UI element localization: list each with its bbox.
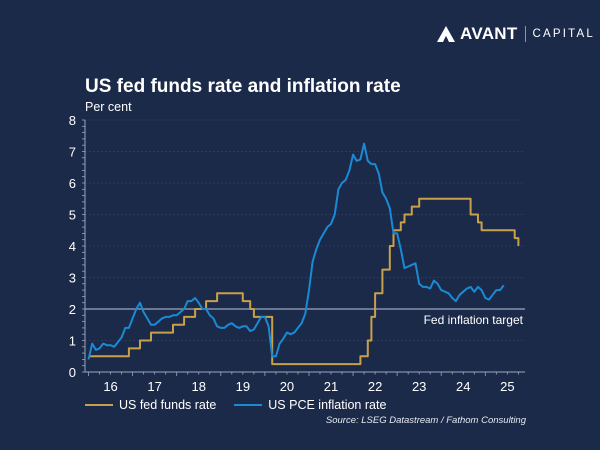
legend-swatch-fed: [85, 404, 113, 406]
x-tick-label: 21: [324, 379, 338, 394]
y-tick-label: 7: [69, 145, 76, 160]
x-tick-label: 20: [280, 379, 294, 394]
brand-name: AVANT: [460, 24, 518, 43]
y-tick-label: 2: [69, 302, 76, 317]
x-tick-label: 19: [236, 379, 250, 394]
x-tick-label: 23: [412, 379, 426, 394]
y-axis: 0 1 2 3 4 5 6 7 8: [69, 113, 86, 380]
legend-label-pce: US PCE inflation rate: [268, 398, 387, 412]
y-tick-label: 5: [69, 208, 76, 223]
legend-label-fed: US fed funds rate: [119, 398, 217, 412]
series-group: [87, 142, 520, 366]
x-tick-label: 18: [192, 379, 206, 394]
series-line-fed-funds: [88, 197, 520, 366]
x-tick-label: 24: [456, 379, 470, 394]
y-tick-label: 6: [69, 176, 76, 191]
x-axis: 16 17 18 19 20 21 22 23 24 25: [85, 371, 525, 394]
inflation-target-label: Fed inflation target: [424, 313, 524, 327]
brand-division: CAPITAL: [532, 28, 596, 40]
y-axis-unit-label: Per cent: [85, 100, 132, 114]
x-tick-label: 17: [147, 379, 161, 394]
y-tick-label: 4: [69, 239, 76, 254]
gridlines: [85, 119, 525, 341]
y-tick-label: 8: [69, 113, 76, 128]
y-tick-label: 0: [69, 365, 76, 380]
brand-logo: AVANT CAPITAL: [437, 24, 595, 44]
x-tick-label: 25: [500, 379, 514, 394]
series-line-pce-inflation: [87, 142, 505, 360]
x-tick-label: 22: [368, 379, 382, 394]
legend-swatch-pce: [234, 404, 263, 406]
source-note: Source: LSEG Datastream / Fathom Consult…: [325, 415, 526, 426]
y-tick-label: 3: [69, 271, 76, 286]
reference-line-group: Fed inflation target: [85, 308, 525, 327]
legend-item-pce: US PCE inflation rate: [234, 398, 386, 412]
y-tick-label: 1: [69, 334, 76, 349]
avant-logo-icon: [437, 26, 455, 42]
x-tick-label: 16: [103, 379, 117, 394]
legend-item-fed: US fed funds rate: [85, 398, 216, 412]
legend: US fed funds rate US PCE inflation rate: [85, 398, 404, 412]
chart-title: US fed funds rate and inflation rate: [85, 76, 401, 97]
brand-divider: [524, 26, 526, 42]
